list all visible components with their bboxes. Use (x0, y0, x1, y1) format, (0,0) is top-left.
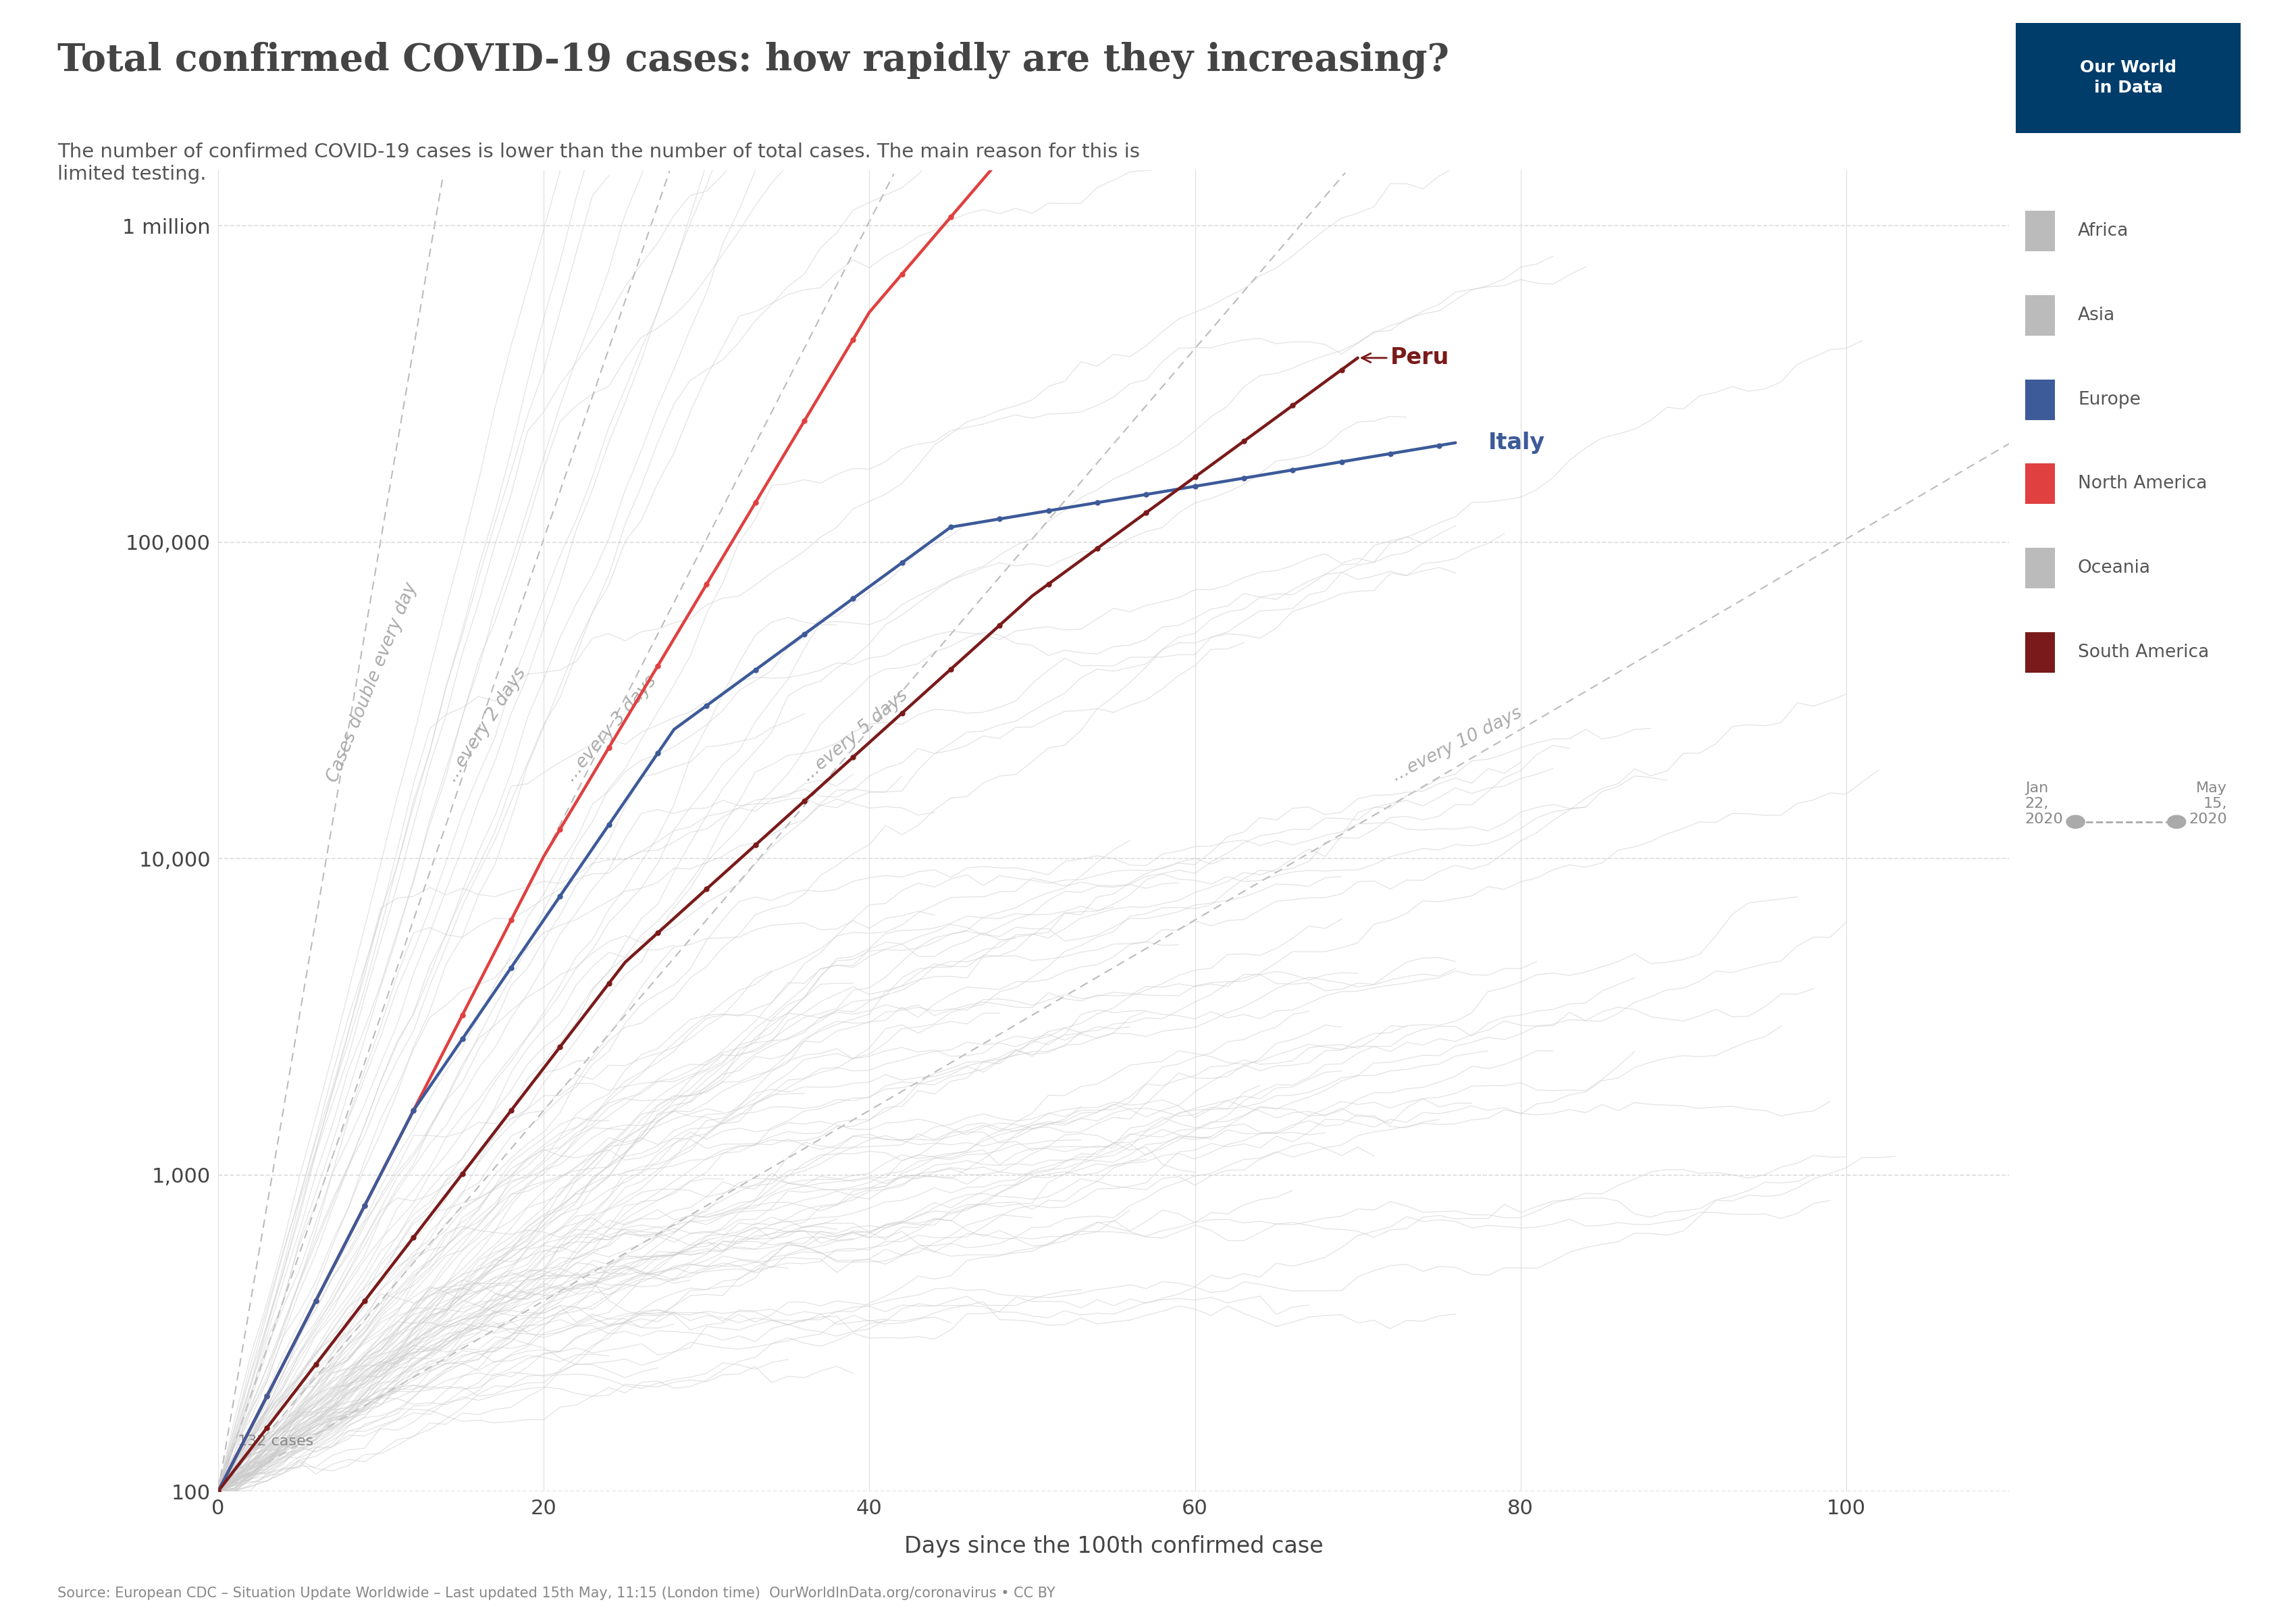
Text: Total confirmed COVID-19 cases: how rapidly are they increasing?: Total confirmed COVID-19 cases: how rapi… (57, 42, 1449, 79)
Text: ...every 3 days: ...every 3 days (563, 673, 661, 785)
Text: ...every 5 days: ...every 5 days (799, 687, 912, 785)
Text: Our World
in Data: Our World in Data (2080, 60, 2177, 96)
Text: Peru: Peru (1362, 347, 1449, 370)
Text: Jan
22,
2020: Jan 22, 2020 (2025, 781, 2064, 827)
Text: 132 cases: 132 cases (239, 1435, 315, 1448)
Text: Source: European CDC – Situation Update Worldwide – Last updated 15th May, 11:15: Source: European CDC – Situation Update … (57, 1587, 1056, 1600)
Text: ...every 10 days: ...every 10 days (1389, 705, 1525, 785)
Text: North America: North America (2078, 475, 2206, 493)
Text: ...every 2 days: ...every 2 days (443, 665, 530, 785)
Text: Oceania: Oceania (2078, 559, 2151, 577)
X-axis label: Days since the 100th confirmed case: Days since the 100th confirmed case (905, 1535, 1322, 1558)
Text: Cases double every day: Cases double every day (324, 580, 420, 785)
Text: The number of confirmed COVID-19 cases is lower than the number of total cases. : The number of confirmed COVID-19 cases i… (57, 143, 1139, 183)
Text: Asia: Asia (2078, 306, 2115, 324)
Text: South America: South America (2078, 644, 2209, 661)
Text: Italy: Italy (1488, 431, 1545, 454)
Text: Europe: Europe (2078, 391, 2140, 408)
Text: May
15,
2020: May 15, 2020 (2188, 781, 2227, 827)
Text: Africa: Africa (2078, 222, 2128, 240)
